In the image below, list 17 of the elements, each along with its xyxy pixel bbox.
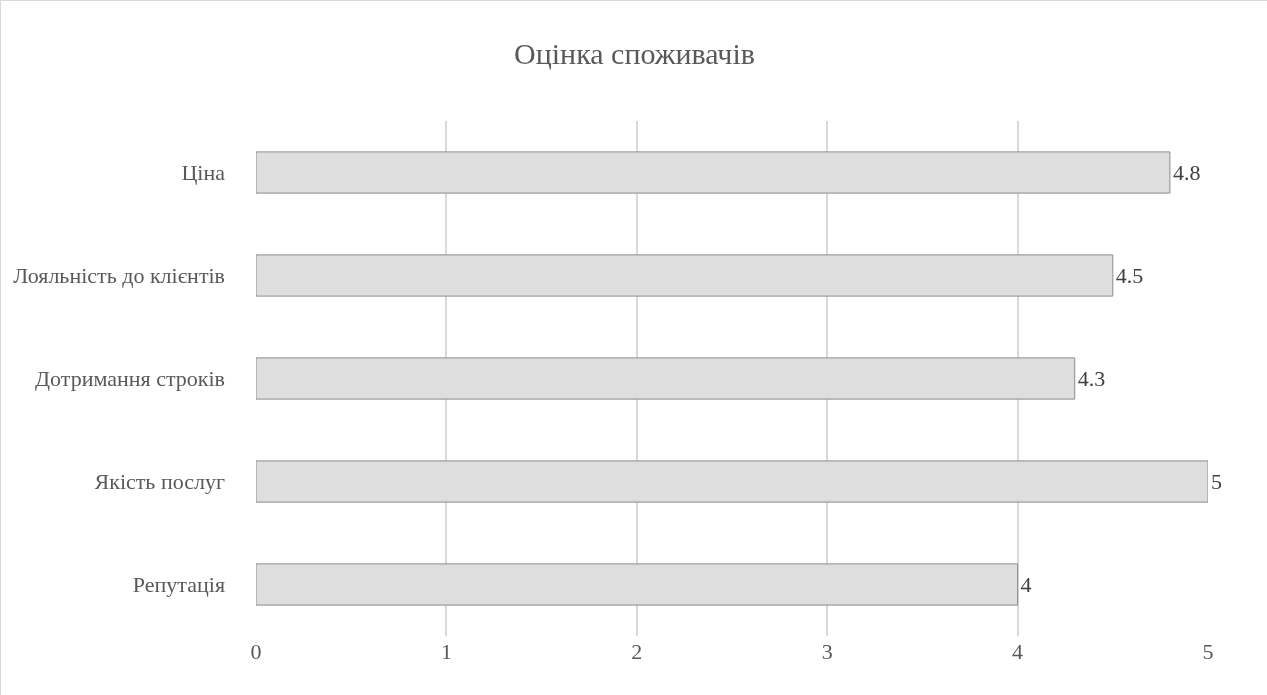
y-tick-label: Лояльність до клієнтів	[13, 263, 225, 289]
data-label: 5	[1211, 469, 1222, 494]
x-tick-label: 3	[821, 639, 833, 664]
data-label: 4	[1020, 572, 1032, 597]
data-label: 4.5	[1115, 263, 1144, 288]
x-tick-label: 1	[440, 639, 452, 664]
x-tick-label: 5	[1202, 639, 1214, 664]
data-label: 4.3	[1077, 366, 1106, 391]
chart-title: Оцінка споживачів	[514, 36, 755, 70]
y-tick-label: Якість послуг	[94, 469, 225, 495]
y-tick-label: Дотримання строків	[35, 366, 225, 392]
x-tick-label: 4	[1012, 639, 1024, 664]
x-tick-label: 0	[250, 639, 262, 664]
y-tick-label: Репутація	[132, 572, 225, 598]
data-label: 4.8	[1172, 160, 1201, 185]
y-tick-label: Ціна	[181, 160, 226, 186]
x-tick-label: 2	[631, 639, 643, 664]
